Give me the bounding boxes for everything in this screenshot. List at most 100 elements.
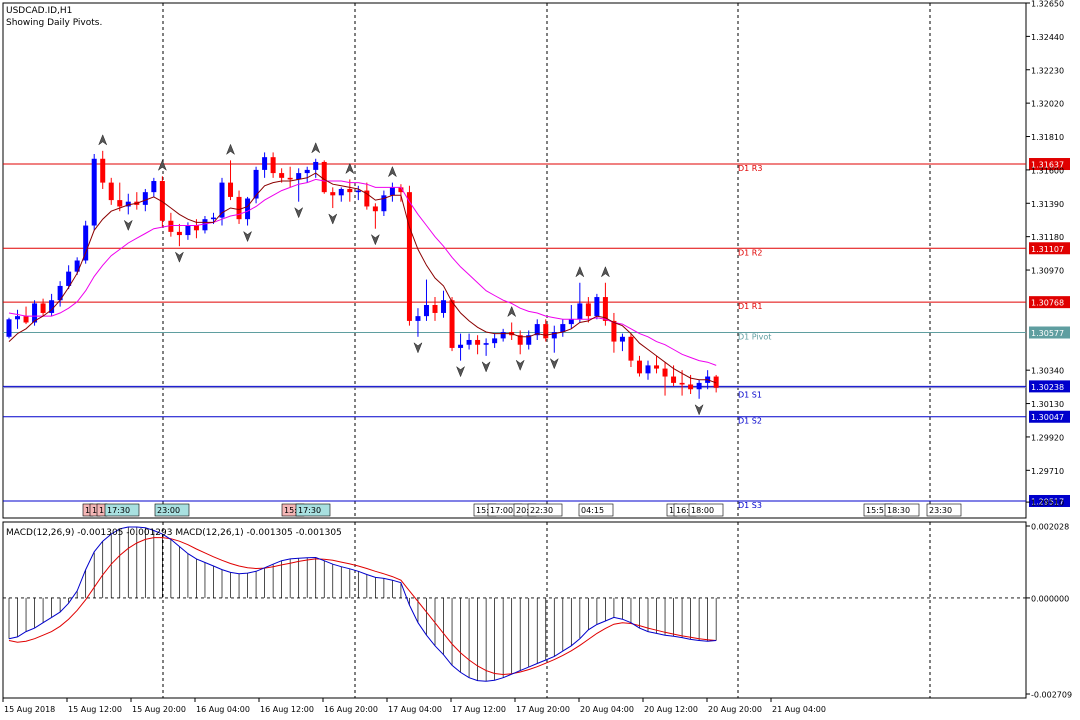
candle-body[interactable] bbox=[355, 190, 361, 193]
candle-body[interactable] bbox=[253, 169, 259, 199]
candle-body[interactable] bbox=[432, 305, 438, 313]
candle-body[interactable] bbox=[57, 285, 63, 301]
candle-body[interactable] bbox=[483, 343, 489, 345]
session-tag: 22:30 bbox=[530, 506, 553, 515]
candle-body[interactable] bbox=[534, 324, 540, 336]
candle-body[interactable] bbox=[83, 225, 89, 261]
candle-body[interactable] bbox=[602, 297, 608, 321]
candle-body[interactable] bbox=[611, 320, 617, 342]
candle-body[interactable] bbox=[66, 271, 72, 286]
candle-body[interactable] bbox=[492, 338, 498, 344]
candle-body[interactable] bbox=[193, 225, 199, 231]
session-tags: 1 1 1 17:30 23:00 15: 17:30 15: 17:00 20: 22:30 04:… bbox=[82, 503, 962, 517]
candle-body[interactable] bbox=[466, 339, 472, 345]
time-axis-label: 15 Aug 2018 bbox=[4, 705, 55, 714]
candle-body[interactable] bbox=[228, 182, 234, 197]
time-axis-label: 21 Aug 04:00 bbox=[772, 705, 826, 714]
candle-body[interactable] bbox=[142, 192, 148, 205]
fractal-down-icon bbox=[481, 361, 491, 373]
candle-body[interactable] bbox=[15, 316, 21, 320]
time-axis-label: 16 Aug 20:00 bbox=[324, 705, 378, 714]
time-axis-label: 15 Aug 20:00 bbox=[132, 705, 186, 714]
candle-body[interactable] bbox=[32, 303, 38, 323]
candle-body[interactable] bbox=[671, 376, 677, 383]
candle-body[interactable] bbox=[40, 303, 46, 313]
candle-body[interactable] bbox=[245, 198, 251, 220]
price-tag: 1.30238 bbox=[1031, 383, 1064, 392]
candle-body[interactable] bbox=[210, 217, 216, 220]
candle-body[interactable] bbox=[287, 177, 293, 180]
candle-body[interactable] bbox=[475, 339, 481, 345]
candle-body[interactable] bbox=[100, 158, 106, 183]
candle-body[interactable] bbox=[662, 368, 668, 377]
candle-body[interactable] bbox=[296, 173, 302, 180]
candle-body[interactable] bbox=[500, 332, 506, 339]
session-tag: 17:30 bbox=[298, 506, 321, 515]
candle-body[interactable] bbox=[636, 360, 642, 374]
pivot-label-r2: D1 R2 bbox=[738, 248, 762, 257]
candle-body[interactable] bbox=[49, 300, 55, 313]
candle-body[interactable] bbox=[713, 376, 719, 388]
candle-body[interactable] bbox=[551, 332, 557, 339]
candle-body[interactable] bbox=[372, 206, 378, 212]
candle-body[interactable] bbox=[619, 336, 625, 342]
candle-body[interactable] bbox=[594, 297, 600, 317]
candle-body[interactable] bbox=[270, 157, 276, 174]
candle-body[interactable] bbox=[364, 190, 370, 207]
candle-body[interactable] bbox=[406, 192, 412, 321]
candle-body[interactable] bbox=[176, 231, 182, 236]
candle-body[interactable] bbox=[304, 169, 310, 174]
candle-body[interactable] bbox=[458, 344, 464, 348]
candles[interactable] bbox=[6, 150, 719, 399]
fractal-down-icon bbox=[328, 213, 338, 225]
candle-body[interactable] bbox=[423, 305, 429, 317]
candle-body[interactable] bbox=[338, 188, 344, 196]
candle-body[interactable] bbox=[236, 196, 242, 220]
ma-slow-line bbox=[8, 178, 717, 366]
candle-body[interactable] bbox=[262, 157, 268, 170]
candle-body[interactable] bbox=[449, 300, 455, 348]
candle-body[interactable] bbox=[159, 181, 165, 221]
candle-body[interactable] bbox=[91, 158, 97, 226]
candle-body[interactable] bbox=[568, 319, 574, 325]
candle-body[interactable] bbox=[441, 300, 447, 313]
candle-body[interactable] bbox=[526, 335, 532, 345]
candle-body[interactable] bbox=[517, 335, 523, 345]
candle-body[interactable] bbox=[321, 161, 327, 193]
candle-body[interactable] bbox=[330, 192, 336, 196]
candle-body[interactable] bbox=[645, 365, 651, 374]
candle-body[interactable] bbox=[6, 319, 12, 337]
candle-body[interactable] bbox=[168, 220, 174, 232]
candle-body[interactable] bbox=[23, 316, 29, 323]
candle-body[interactable] bbox=[654, 365, 660, 369]
candle-body[interactable] bbox=[577, 303, 583, 320]
candle-body[interactable] bbox=[151, 181, 157, 193]
candle-body[interactable] bbox=[219, 182, 225, 218]
candle-body[interactable] bbox=[398, 187, 404, 193]
candle-body[interactable] bbox=[543, 324, 549, 339]
candle-body[interactable] bbox=[628, 336, 634, 361]
candle-body[interactable] bbox=[415, 316, 421, 321]
candle-body[interactable] bbox=[125, 201, 131, 207]
price-tag: 1.29517 bbox=[1031, 497, 1064, 506]
candle-body[interactable] bbox=[381, 195, 387, 212]
candle-body[interactable] bbox=[313, 161, 319, 170]
pivot-lines: D1 R3 1.31637 D1 R2 1.31107 D1 R1 1.30768 D1 P… bbox=[3, 158, 1070, 510]
candle-body[interactable] bbox=[679, 382, 685, 385]
candle-body[interactable] bbox=[185, 225, 191, 236]
session-tag-bg bbox=[884, 503, 920, 517]
candle-body[interactable] bbox=[560, 324, 566, 333]
candle-body[interactable] bbox=[202, 219, 208, 231]
macd-panel bbox=[3, 526, 1026, 682]
candle-body[interactable] bbox=[585, 303, 591, 317]
candle-body[interactable] bbox=[117, 200, 123, 207]
candle-body[interactable] bbox=[688, 384, 694, 390]
candle-body[interactable] bbox=[279, 173, 285, 178]
candle-body[interactable] bbox=[696, 382, 702, 390]
candle-body[interactable] bbox=[389, 187, 395, 196]
candle-body[interactable] bbox=[347, 188, 353, 193]
candle-body[interactable] bbox=[74, 260, 80, 272]
candle-body[interactable] bbox=[108, 182, 114, 201]
